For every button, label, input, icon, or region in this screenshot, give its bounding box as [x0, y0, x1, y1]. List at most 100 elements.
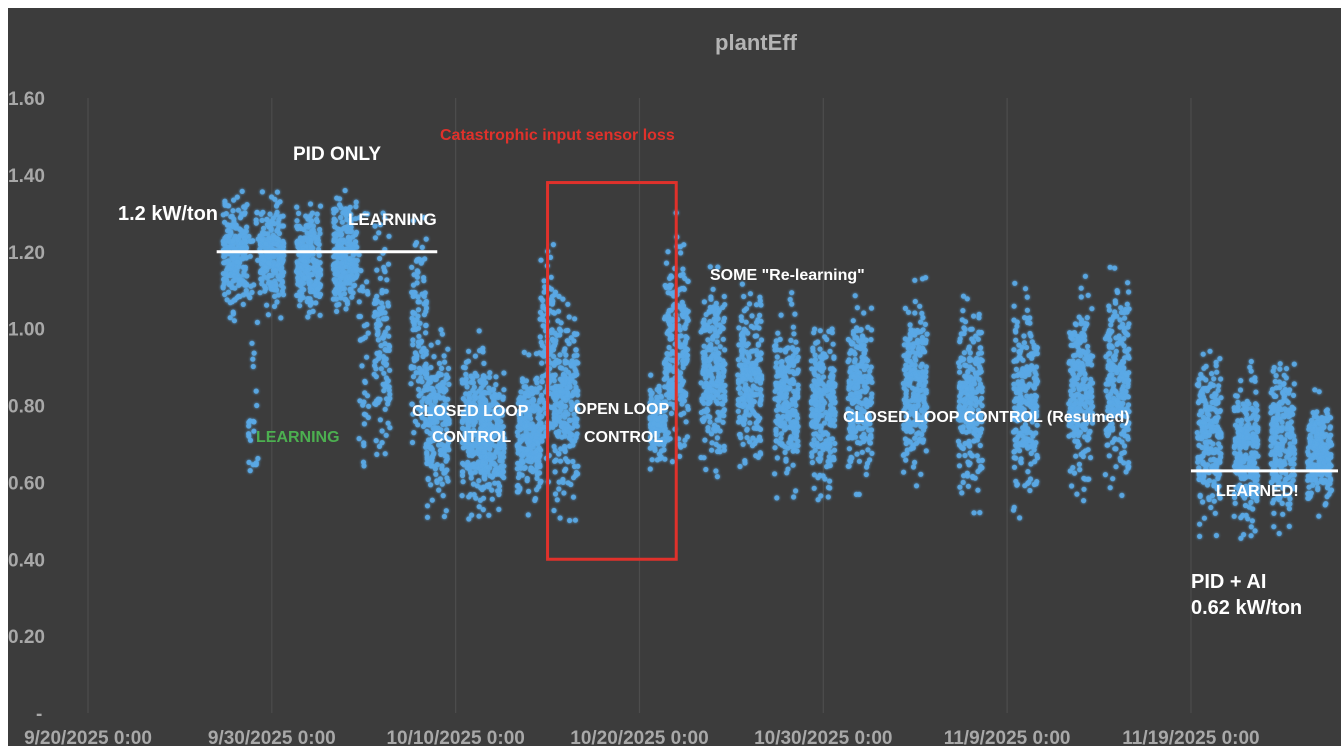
- data-point: [737, 414, 743, 420]
- data-point: [297, 265, 304, 271]
- data-point: [562, 443, 568, 450]
- data-point: [814, 390, 820, 396]
- data-point: [751, 409, 757, 415]
- data-point: [260, 270, 266, 276]
- data-point: [501, 387, 507, 393]
- data-point: [973, 355, 980, 362]
- data-point: [380, 354, 386, 360]
- data-point: [852, 397, 858, 403]
- data-point: [1081, 486, 1087, 492]
- data-point: [740, 370, 746, 376]
- data-point: [566, 314, 572, 320]
- data-point: [1029, 363, 1035, 369]
- data-point: [540, 323, 546, 329]
- data-point: [647, 466, 653, 472]
- data-point: [537, 309, 544, 315]
- data-point: [374, 451, 380, 457]
- data-point: [739, 333, 745, 339]
- data-point: [304, 230, 310, 236]
- data-point: [1014, 481, 1021, 487]
- data-point: [756, 434, 763, 440]
- data-point: [777, 440, 783, 446]
- data-point: [317, 226, 323, 233]
- data-point: [854, 451, 860, 457]
- data-point: [757, 312, 763, 318]
- data-point: [853, 366, 860, 372]
- data-point: [655, 417, 661, 423]
- data-point: [311, 230, 317, 236]
- data-point: [1020, 366, 1026, 372]
- data-point: [743, 408, 749, 414]
- data-point: [436, 487, 442, 493]
- data-point: [468, 475, 474, 481]
- data-point: [317, 291, 324, 298]
- data-point: [559, 434, 565, 440]
- data-point: [1013, 442, 1019, 448]
- data-point: [337, 237, 343, 243]
- data-point: [383, 432, 389, 438]
- data-point: [437, 395, 444, 401]
- data-point: [813, 402, 819, 408]
- data-point: [783, 391, 790, 397]
- data-point: [440, 493, 446, 499]
- data-point: [681, 442, 687, 448]
- data-point: [415, 307, 422, 313]
- data-point: [785, 358, 791, 364]
- data-point: [227, 222, 233, 229]
- data-point: [718, 324, 724, 330]
- data-point: [776, 416, 782, 422]
- data-point: [560, 296, 566, 302]
- data-point: [460, 460, 466, 466]
- data-point: [220, 271, 226, 277]
- data-point: [743, 319, 749, 325]
- data-point: [472, 353, 478, 359]
- data-point: [374, 293, 380, 299]
- data-point: [702, 321, 708, 328]
- data-point: [459, 493, 465, 499]
- data-point: [652, 447, 658, 453]
- data-point: [904, 403, 910, 409]
- data-point: [868, 395, 875, 401]
- data-point: [251, 350, 257, 356]
- data-point: [680, 266, 686, 272]
- data-point: [411, 430, 417, 436]
- data-point: [483, 390, 489, 396]
- data-point: [492, 480, 498, 486]
- data-point: [317, 281, 323, 287]
- data-point: [736, 385, 743, 391]
- data-point: [360, 288, 366, 294]
- data-point: [334, 308, 340, 314]
- data-point: [794, 357, 800, 364]
- data-point: [817, 413, 824, 419]
- data-point: [666, 328, 672, 334]
- data-point: [425, 381, 431, 387]
- data-point: [658, 448, 665, 454]
- data-point: [705, 337, 711, 343]
- data-point: [235, 207, 241, 213]
- data-point: [317, 230, 323, 237]
- data-point: [1028, 450, 1034, 456]
- data-point: [313, 300, 319, 306]
- data-point: [280, 238, 286, 244]
- data-point: [481, 485, 487, 491]
- data-point: [922, 321, 929, 327]
- data-point: [469, 512, 475, 518]
- data-point: [811, 330, 817, 336]
- data-point: [705, 425, 711, 431]
- data-point: [910, 464, 917, 470]
- data-point: [296, 210, 302, 216]
- data-point: [683, 359, 689, 366]
- data-point: [480, 507, 486, 513]
- data-point: [552, 491, 559, 497]
- data-point: [716, 444, 722, 450]
- data-point: [970, 473, 976, 480]
- data-point: [909, 428, 915, 434]
- data-point: [377, 275, 383, 281]
- data-point: [348, 224, 354, 230]
- data-point: [571, 338, 577, 344]
- data-point: [920, 347, 927, 353]
- data-point: [702, 437, 708, 443]
- data-point: [912, 277, 918, 283]
- data-point: [258, 211, 264, 217]
- data-point: [297, 240, 303, 246]
